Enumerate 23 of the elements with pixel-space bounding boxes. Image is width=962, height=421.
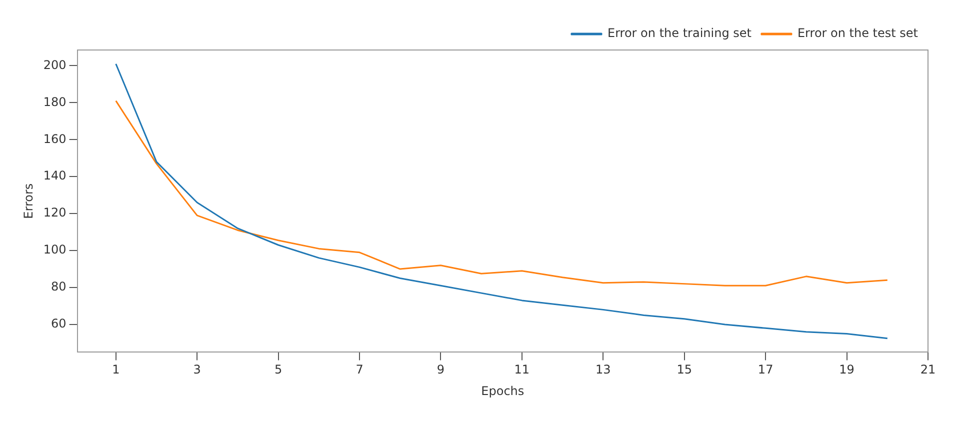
x-tick-label: 13 <box>596 362 611 377</box>
y-tick-label: 160 <box>43 132 66 146</box>
x-tick-label: 1 <box>112 362 120 377</box>
y-axis-title: Errors <box>21 183 36 219</box>
x-tick-label: 21 <box>920 362 936 377</box>
x-tick-label: 19 <box>839 362 854 377</box>
y-tick-label: 140 <box>43 168 66 183</box>
legend-label: Error on the test set <box>797 26 918 40</box>
x-tick-label: 7 <box>356 362 364 377</box>
x-tick-label: 5 <box>274 362 282 377</box>
y-tick-label: 180 <box>43 94 66 109</box>
x-tick-label: 17 <box>758 362 774 377</box>
y-tick-label: 60 <box>51 316 66 331</box>
y-tick-label: 100 <box>43 242 66 257</box>
x-tick-label: 3 <box>193 362 201 377</box>
x-tick-label: 9 <box>436 362 445 377</box>
y-tick-label: 80 <box>51 280 66 294</box>
y-tick-label: 120 <box>43 206 66 220</box>
x-axis-title: Epochs <box>481 384 524 398</box>
legend-label: Error on the training set <box>607 26 752 40</box>
x-tick-label: 15 <box>676 362 692 377</box>
y-tick-label: 200 <box>43 58 66 72</box>
x-tick-label: 11 <box>514 362 530 377</box>
